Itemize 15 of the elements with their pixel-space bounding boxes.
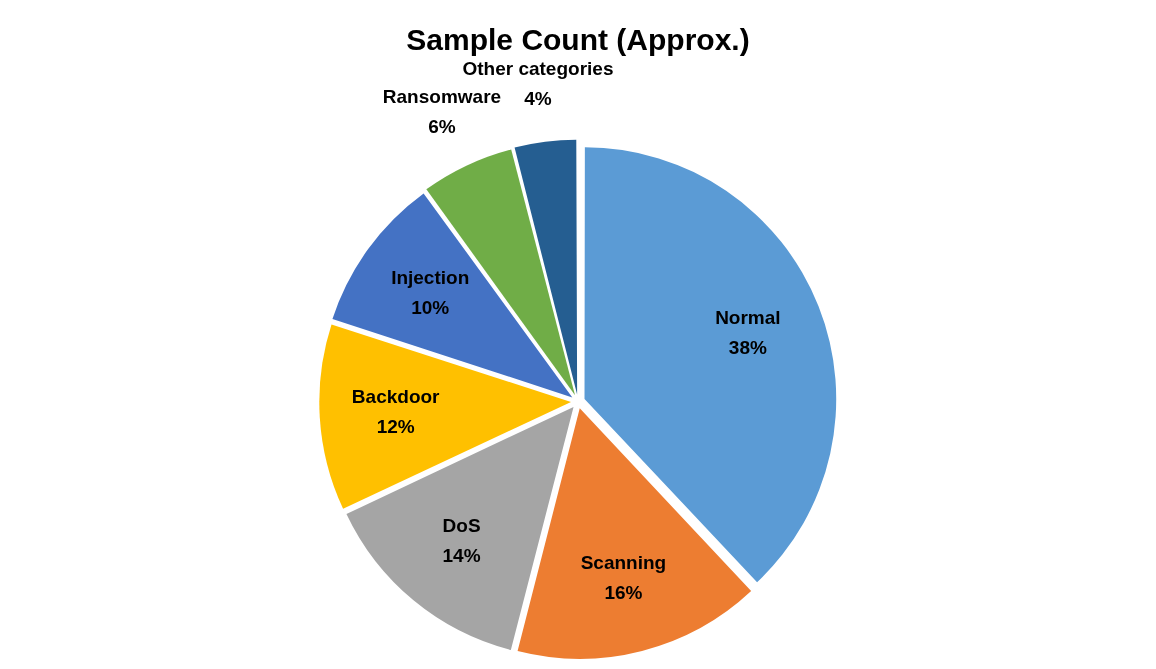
slice-label: Backdoor xyxy=(351,386,441,408)
slice-label: Normal xyxy=(715,307,781,329)
data-label: 12% xyxy=(376,416,415,438)
slice-label: DoS xyxy=(442,515,481,537)
data-label: 10% xyxy=(411,297,450,319)
slice-label: Scanning xyxy=(580,551,667,573)
data-label: 6% xyxy=(428,115,456,137)
data-label: 14% xyxy=(442,545,481,567)
slice-label: Other categories xyxy=(462,57,614,79)
data-label: 38% xyxy=(728,337,767,359)
data-label: 16% xyxy=(604,581,643,603)
chart-title: Sample Count (Approx.) xyxy=(406,23,750,57)
slice-label: Injection xyxy=(391,267,470,289)
slice-label: Ransomware xyxy=(382,85,502,107)
data-label: 4% xyxy=(524,87,552,109)
